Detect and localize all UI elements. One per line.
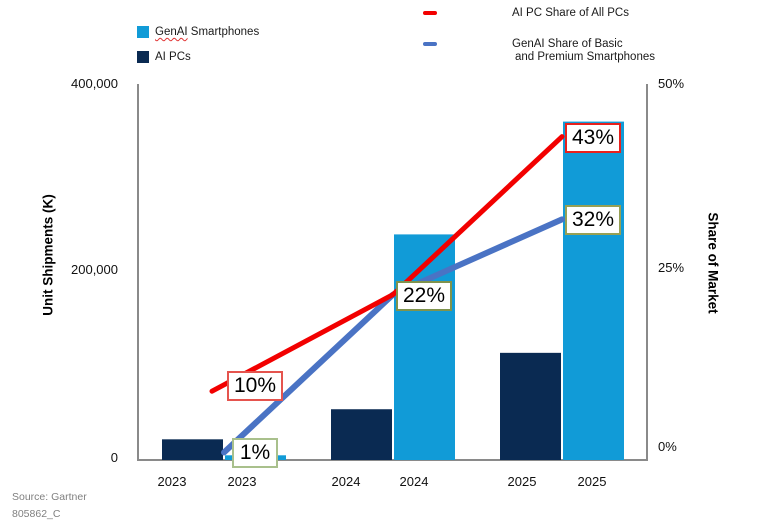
x-axis-tick-label: 2025 <box>577 474 607 489</box>
bar-ai-pcs-2024 <box>331 409 392 460</box>
x-axis-tick-label: 2025 <box>507 474 537 489</box>
right-axis-tick-label: 25% <box>658 260 685 275</box>
x-axis-tick-label: 2024 <box>331 474 361 489</box>
data-label-1: 1% <box>232 438 278 469</box>
document-id: 805862_C <box>12 508 61 520</box>
data-label-10: 10% <box>227 370 283 401</box>
line-ai-pc-share-of-all-pcs <box>209 134 565 394</box>
left-axis-tick-label: 400,000 <box>71 76 118 91</box>
bar-ai-pcs-2023 <box>162 439 223 460</box>
legend-label-ai-pc-share: AI PC Share of All PCs <box>512 7 629 19</box>
legend-item-genai-smartphones: GenAI Smartphones <box>137 26 259 39</box>
bar-genai-smartphones-2025 <box>563 121 624 460</box>
legend-item-ai-pc-share: AI PC Share of All PCs <box>423 7 655 20</box>
ai-pcs-swatch <box>137 51 149 63</box>
x-axis-tick-label: 2024 <box>399 474 429 489</box>
x-axis-tick-label: 2023 <box>157 474 187 489</box>
x-axis-tick-label: 2023 <box>227 474 257 489</box>
ai-pc-share-dash <box>423 11 437 15</box>
right-axis-tick-label: 50% <box>658 76 685 91</box>
data-label-22: 22% <box>396 280 452 311</box>
genai-smartphones-swatch <box>137 26 149 38</box>
left-axis-tick-label: 0 <box>110 450 118 465</box>
data-label-43: 43% <box>565 122 621 153</box>
legend-lines: AI PC Share of All PCs GenAI Share of Ba… <box>423 7 655 64</box>
right-axis-title: Share of Market <box>705 212 721 314</box>
legend-bars: GenAI Smartphones AI PCs <box>137 26 259 64</box>
left-axis-title: Unit Shipments (K) <box>40 194 56 316</box>
legend-label-genai-share: GenAI Share of Basic and Premium Smartph… <box>512 38 655 63</box>
legend-item-genai-share: GenAI Share of Basic and Premium Smartph… <box>423 38 655 64</box>
legend-label-genai-smartphones: GenAI Smartphones <box>155 26 260 38</box>
genai-share-dash <box>423 42 437 46</box>
right-axis-tick-label: 0% <box>658 439 677 454</box>
bar-ai-pcs-2025 <box>500 352 561 460</box>
legend-label-ai-pcs: AI PCs <box>155 51 191 63</box>
data-label-32: 32% <box>565 205 621 236</box>
legend-item-ai-pcs: AI PCs <box>137 51 259 64</box>
left-axis-tick-label: 200,000 <box>71 262 118 277</box>
source-text: Source: Gartner <box>12 491 87 503</box>
